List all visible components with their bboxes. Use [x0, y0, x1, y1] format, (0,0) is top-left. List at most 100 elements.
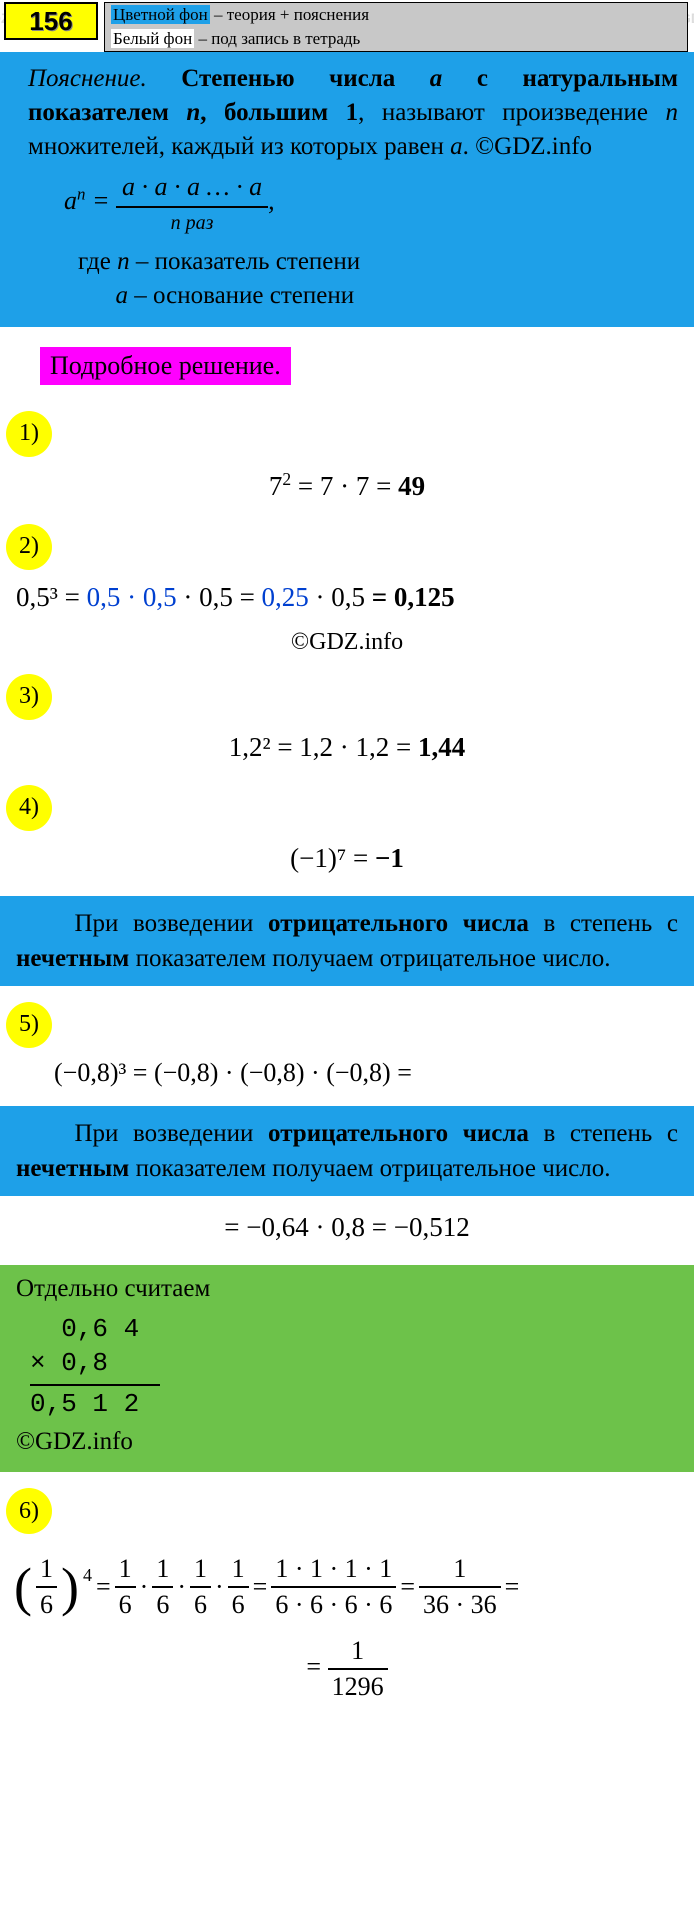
rule-bold: отрицательного числа [268, 1120, 529, 1147]
legend-line-2: Белый фон – под запись в тетрадь [105, 27, 687, 51]
denominator: 6 [115, 1588, 136, 1620]
var-a: a [430, 65, 443, 92]
denom-red: · 36 [449, 1590, 497, 1619]
theory-text: , большим 1 [200, 99, 358, 126]
eq2-mid2: · 0,5 [309, 582, 372, 612]
rule-bold: отрицательного числа [268, 910, 529, 937]
answer-2: = 0,125 [372, 582, 455, 612]
answer-4: −1 [375, 843, 404, 873]
answer-3: 1,44 [418, 732, 465, 762]
var-n: n [186, 99, 200, 126]
frac: 16 [190, 1554, 211, 1620]
calculation-block: Отдельно считаем 0,6 4 × 0,8 0,5 1 2 ©GD… [0, 1265, 694, 1472]
numerator: 1 [328, 1636, 388, 1670]
document-content: 156 Цветной фон – теория + пояснения Бел… [0, 0, 694, 1724]
where-lines: где n – показатель степени a – основание… [28, 237, 678, 313]
frac: 16 [115, 1554, 136, 1620]
eq3-lhs: 1,2² = 1,2 · 1,2 = [229, 732, 418, 762]
problem-number-badge: 156 [4, 2, 98, 40]
rule-text: в степень с [529, 1120, 678, 1147]
item-badge-5: 5) [6, 1002, 52, 1048]
legend-highlight-white: Белый фон [111, 29, 194, 48]
formula-exponent: n [77, 185, 85, 204]
numerator: 1 · 1 · 1 · 1 [271, 1554, 396, 1588]
eq2-prefix: 0,5³ = [16, 582, 87, 612]
explanation-label: Пояснение. [28, 65, 147, 92]
column-multiplication: 0,6 4 × 0,8 0,5 1 2 [16, 1303, 678, 1428]
calc-row-1: 0,6 4 [30, 1313, 678, 1347]
theory-text: Степенью числа [181, 65, 430, 92]
formula-product: a · a · a … · a [116, 169, 268, 208]
var-n: n [117, 248, 130, 275]
item-5-section: 5) (−0,8)³ = (−0,8) · (−0,8) · (−0,8) = [0, 986, 694, 1106]
item-badge-4: 4) [6, 785, 52, 831]
denom-blue: 36 [423, 1590, 449, 1619]
equation-6: ( 1 6 ) 4 = 16 · 16 · 16 · 16 = 1 · 1 · … [0, 1538, 694, 1630]
equation-6-final: = 1 1296 [0, 1630, 694, 1716]
legend-text: – теория + пояснения [210, 5, 369, 24]
theory-text: множителей, каждый из которых равен [28, 133, 450, 160]
numerator: 1 [228, 1554, 249, 1588]
formula-base: a [64, 186, 77, 215]
calc-title: Отдельно считаем [16, 1275, 678, 1303]
denominator: 6 [190, 1588, 211, 1620]
legend-line-1: Цветной фон – теория + пояснения [105, 3, 687, 27]
rule-text: При возведении [74, 1120, 268, 1147]
answer-1: 49 [398, 471, 425, 501]
frac-36-36: 1 36 · 36 [419, 1554, 501, 1620]
exponent-4: 4 [83, 1565, 92, 1586]
numerator: 1 [419, 1554, 501, 1588]
rule-bold: нечетным [16, 1155, 129, 1182]
legend-text: – под запись в тетрадь [194, 29, 360, 48]
denominator: 36 · 36 [419, 1588, 501, 1620]
denom-black: 6 · 6 · [275, 1590, 344, 1619]
solution-section: Подробное решение. 1) 72 = 7 · 7 = 49 2)… [0, 327, 694, 896]
item-badge-1: 1) [6, 411, 52, 457]
eq2-blue2: 0,25 [262, 582, 309, 612]
denominator: 6 · 6 · 6 · 6 [271, 1588, 396, 1620]
frac: 16 [152, 1554, 173, 1620]
legend-highlight-color: Цветной фон [111, 5, 210, 24]
eq2-blue1: 0,5 · 0,5 [87, 582, 177, 612]
rule-bold: нечетным [16, 945, 129, 972]
var-a: a [116, 282, 129, 309]
theory-text: , называют произведение [358, 99, 665, 126]
numerator: 1 [190, 1554, 211, 1588]
denominator: 1296 [328, 1670, 388, 1702]
denominator: 6 [36, 1588, 57, 1620]
equation-4: (−1)⁷ = −1 [0, 835, 694, 888]
theory-block: Пояснение. Степенью числа a с натуральны… [0, 52, 694, 327]
denom-red: 6 · 6 [345, 1590, 393, 1619]
where-text: – показатель степени [130, 248, 361, 275]
eq2-mid1: · 0,5 = [177, 582, 262, 612]
lparen-icon: ( [14, 1563, 32, 1612]
equation-1: 72 = 7 · 7 = 49 [0, 461, 694, 516]
power-formula: an = a · a · a … · a n раз , [28, 163, 678, 237]
var-a: a [450, 133, 463, 160]
frac-final: 1 1296 [328, 1636, 388, 1702]
calc-row-2: × 0,8 [30, 1347, 678, 1381]
theory-text: . ©GDZ.info [463, 133, 592, 160]
rule-text: показателем получаем отрицательное число… [129, 1155, 610, 1182]
formula-under: n раз [116, 208, 268, 237]
numerator: 1 [36, 1554, 57, 1588]
numerator: 1 [152, 1554, 173, 1588]
equation-2: 0,5³ = 0,5 · 0,5 · 0,5 = 0,25 · 0,5 = 0,… [0, 574, 694, 627]
where-text: – основание степени [128, 282, 354, 309]
rule-negative-odd-1: При возведении отрицательного числа в ст… [0, 896, 694, 986]
copyright-text: ©GDZ.info [16, 1428, 678, 1456]
equation-5-line1: (−0,8)³ = (−0,8) · (−0,8) · (−0,8) = [0, 1052, 694, 1098]
copyright-text: ©GDZ.info [0, 627, 694, 666]
rule-text: в степень с [529, 910, 678, 937]
calc-row-3: 0,5 1 2 [30, 1388, 678, 1422]
item-6-section: 6) ( 1 6 ) 4 = 16 · 16 · 16 · 16 = 1 · 1… [0, 1472, 694, 1724]
rule-text: показателем получаем отрицательное число… [129, 945, 610, 972]
frac-combined: 1 · 1 · 1 · 1 6 · 6 · 6 · 6 [271, 1554, 396, 1620]
equation-5-line2: = −0,64 · 0,8 = −0,512 [0, 1204, 694, 1257]
var-n: n [666, 99, 679, 126]
eq4-lhs: (−1)⁷ = [290, 843, 375, 873]
item-badge-2: 2) [6, 524, 52, 570]
rule-text: При возведении [74, 910, 268, 937]
frac-1-6: 1 6 [36, 1554, 57, 1620]
item-5-continue: = −0,64 · 0,8 = −0,512 [0, 1196, 694, 1265]
